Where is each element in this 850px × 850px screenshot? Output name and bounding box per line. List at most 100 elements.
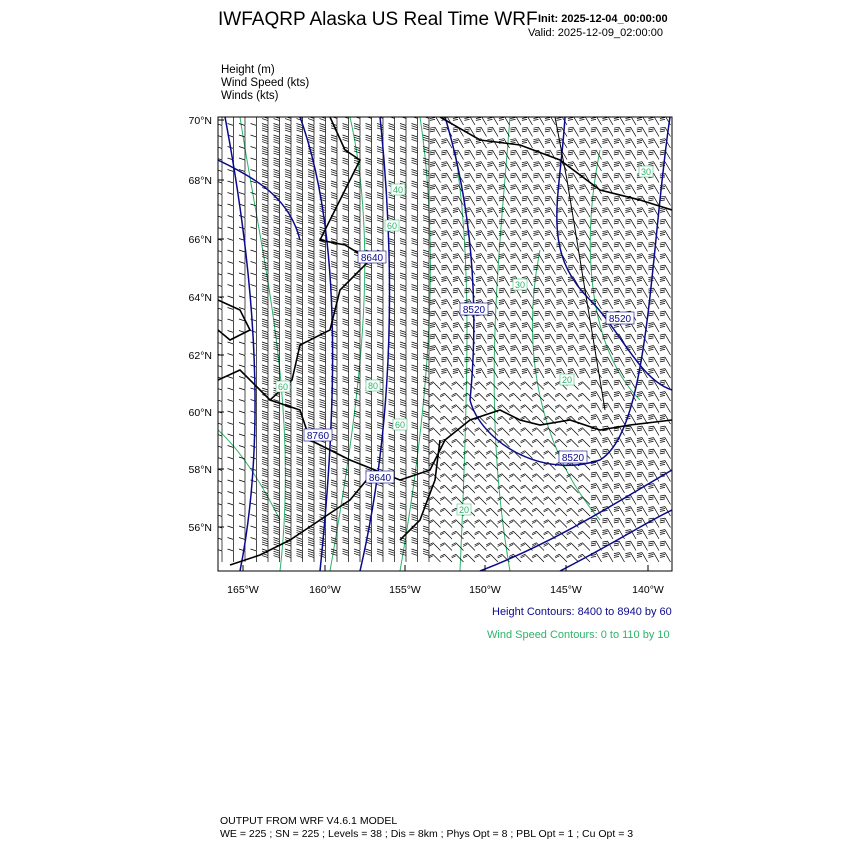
wind-barb (521, 161, 533, 172)
wind-barb (296, 433, 303, 447)
wind-barb (659, 517, 671, 528)
wind-barb (464, 241, 476, 252)
wind-barb (376, 272, 384, 286)
wind-barb (365, 410, 372, 424)
wind-barb (428, 473, 441, 482)
wind-barb (422, 272, 430, 286)
wind-barb (342, 364, 349, 378)
wind-barb (567, 218, 579, 229)
wind-barb (485, 484, 499, 494)
wind-barb (648, 333, 660, 344)
wind-barb (273, 284, 280, 298)
wind-barb (411, 376, 418, 390)
wind-barb (648, 161, 660, 172)
wind-barb (659, 161, 671, 172)
wind-barb (659, 460, 671, 471)
wind-barb (485, 381, 499, 390)
wind-barb (474, 519, 487, 528)
wind-barb (556, 172, 568, 183)
wind-barb (602, 126, 614, 137)
wind-barb (648, 540, 660, 551)
wind-barb (411, 433, 418, 447)
wind-barb (296, 180, 303, 194)
wind-barb (218, 342, 223, 355)
wind-barb (521, 241, 533, 252)
wind-barb (319, 479, 326, 493)
wind-barb (602, 241, 614, 252)
wind-barb (330, 157, 338, 171)
wind-barb (579, 310, 591, 321)
wind-barb (577, 473, 591, 482)
wind-barb (648, 149, 660, 160)
wind-barb (227, 376, 234, 390)
wind-barb (441, 356, 453, 367)
wind-barb (296, 399, 303, 413)
wind-barb (590, 299, 602, 310)
wind-barb (520, 530, 533, 540)
wind-barb (307, 284, 315, 298)
wind-barb (221, 117, 223, 125)
wind-barb (531, 427, 545, 436)
wind-barb (330, 318, 338, 332)
wind-barb (261, 376, 269, 390)
wind-barb (487, 333, 499, 344)
wind-barb (659, 195, 671, 206)
wind-barb (497, 473, 510, 482)
wind-barb (441, 230, 453, 241)
lat-tick-label: 64°N (189, 292, 212, 304)
wind-barb (353, 548, 361, 562)
wind-barb (659, 322, 671, 333)
wind-barb (485, 392, 499, 402)
wind-barb (659, 345, 671, 356)
wind-barb (307, 364, 315, 378)
wind-barb (411, 295, 418, 309)
wind-barb (451, 484, 464, 494)
wind-barb (648, 138, 660, 149)
wind-barb (284, 117, 292, 125)
wind-barb (531, 519, 545, 528)
wind-barb (567, 241, 579, 252)
wind-barb (238, 364, 246, 378)
wind-barb (508, 381, 522, 390)
wind-barb (353, 203, 361, 217)
wind-barb (497, 381, 510, 390)
wind-barb (307, 548, 315, 562)
wind-barb (422, 410, 430, 424)
wind-barb (487, 253, 499, 264)
wind-barb (613, 230, 625, 241)
wind-barb (602, 460, 614, 471)
wind-barb (429, 241, 441, 252)
wind-barb (273, 330, 280, 344)
wind-barb (625, 172, 637, 183)
wind-barb (388, 272, 395, 286)
wind-barb (331, 117, 338, 125)
wind-barb (296, 387, 303, 401)
wind-barb (566, 530, 579, 540)
wind-barb (602, 391, 614, 402)
wind-barb (544, 195, 556, 206)
wind-barb (227, 537, 234, 551)
wind-barb (238, 192, 246, 206)
wind-barb (319, 353, 326, 367)
wind-barb (579, 207, 591, 218)
wind-barb (531, 404, 545, 413)
height-contour (444, 117, 671, 466)
wind-barb (531, 553, 545, 563)
wind-barb (422, 284, 430, 298)
wind-barb (399, 353, 407, 367)
wind-barb (218, 549, 223, 562)
height-contour (559, 509, 672, 571)
wind-barb (273, 261, 280, 275)
wind-barb (428, 530, 441, 540)
wind-barb (411, 134, 418, 148)
wind-barb (508, 542, 522, 551)
wind-barb (284, 525, 292, 539)
wind-barb (330, 502, 338, 516)
wind-barb (590, 207, 602, 218)
wind-barb (238, 215, 246, 229)
wind-barb (261, 399, 269, 413)
wind-barb (261, 318, 269, 332)
wind-barb (376, 514, 384, 528)
wind-barb (636, 126, 648, 137)
wind-barb (365, 272, 372, 286)
